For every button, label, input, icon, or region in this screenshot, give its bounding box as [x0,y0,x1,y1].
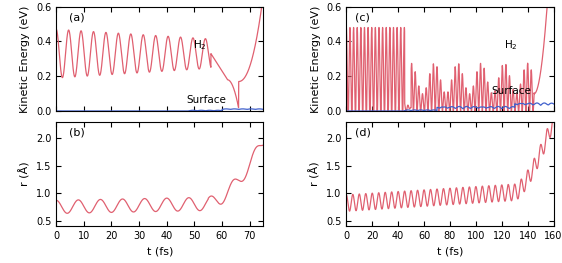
Text: (b): (b) [69,128,84,138]
Y-axis label: Kinetic Energy (eV): Kinetic Energy (eV) [311,5,320,113]
Text: (d): (d) [355,128,370,138]
Y-axis label: Kinetic Energy (eV): Kinetic Energy (eV) [20,5,30,113]
Text: Surface: Surface [187,95,226,105]
Text: H$_2$: H$_2$ [193,38,207,52]
X-axis label: t (fs): t (fs) [437,247,463,257]
Y-axis label: r (Å): r (Å) [19,161,30,186]
Text: Surface: Surface [491,87,531,97]
Text: (c): (c) [355,13,369,23]
Text: (a): (a) [69,13,84,23]
Text: H$_2$: H$_2$ [504,38,518,52]
Y-axis label: r (Å): r (Å) [309,161,320,186]
X-axis label: t (fs): t (fs) [147,247,173,257]
